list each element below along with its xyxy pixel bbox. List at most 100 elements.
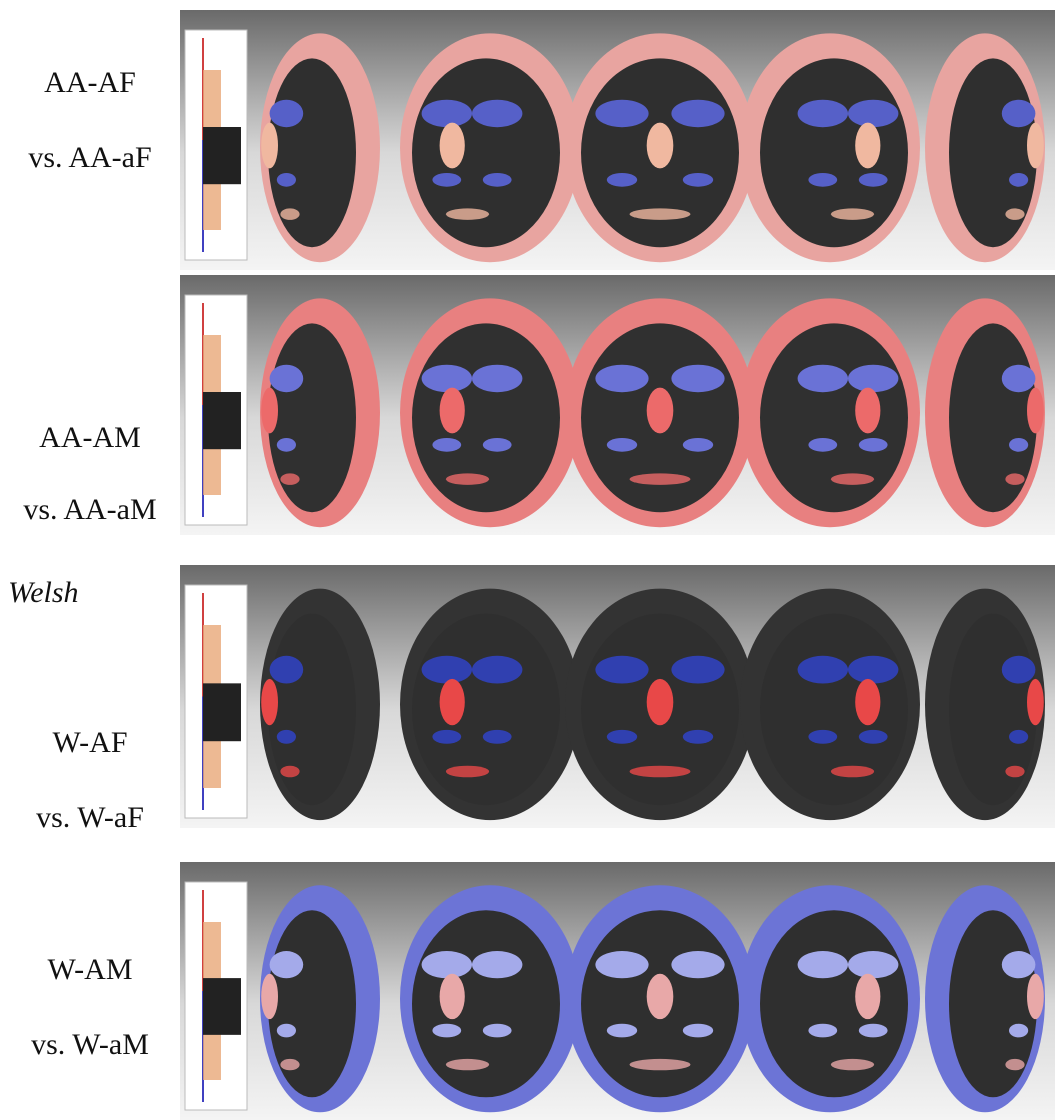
- face-core: [268, 614, 356, 805]
- face-core: [412, 614, 560, 805]
- eye-region: [1002, 656, 1036, 684]
- face-core: [760, 323, 908, 512]
- face-core: [412, 910, 560, 1097]
- comparison-label: vs. AA-aM: [23, 493, 156, 526]
- nose-region: [261, 679, 278, 725]
- mouth-region: [1005, 208, 1024, 219]
- mouth-region: [446, 473, 489, 484]
- eye-region: [595, 365, 648, 392]
- cheek-region: [808, 438, 837, 452]
- face-core: [412, 58, 560, 247]
- mouth-region: [630, 473, 691, 484]
- cheek-region: [277, 730, 296, 744]
- eye-region: [798, 951, 848, 978]
- cheek-region: [483, 173, 512, 187]
- comparison-label: vs. AA-aF: [28, 141, 151, 174]
- face-core: [760, 614, 908, 805]
- eye-region: [848, 100, 898, 127]
- nose-region: [647, 123, 674, 169]
- face-core: [949, 614, 1037, 805]
- eye-region: [422, 656, 472, 684]
- cheek-region: [1009, 438, 1028, 452]
- cheek-region: [432, 730, 461, 744]
- legend-histogram-core: [203, 683, 241, 741]
- cheek-region: [607, 438, 637, 452]
- group-label: Welsh: [8, 576, 79, 609]
- eye-region: [798, 365, 848, 392]
- eye-region: [270, 656, 304, 684]
- cheek-region: [432, 1024, 461, 1038]
- cheek-region: [859, 173, 888, 187]
- face-core: [949, 910, 1037, 1097]
- mouth-region: [280, 766, 299, 778]
- figure: AA-AF vs. AA-aF AA-AM vs. AA-aM Welsh W-…: [0, 0, 1055, 1120]
- panel-label: AA-AM: [39, 421, 141, 454]
- cheek-region: [1009, 1024, 1028, 1038]
- cheek-region: [859, 1024, 888, 1038]
- eye-region: [798, 656, 848, 684]
- mouth-region: [630, 1059, 691, 1070]
- panel-label: W-AM: [48, 953, 133, 986]
- face-core: [760, 58, 908, 247]
- cheek-region: [432, 438, 461, 452]
- nose-region: [647, 388, 674, 434]
- eye-region: [422, 365, 472, 392]
- eye-region: [798, 100, 848, 127]
- mouth-region: [831, 1059, 874, 1070]
- cheek-region: [432, 173, 461, 187]
- mouth-region: [446, 766, 489, 778]
- mouth-region: [831, 766, 874, 778]
- face-core: [949, 323, 1037, 512]
- eye-region: [595, 100, 648, 127]
- cheek-region: [683, 173, 713, 187]
- panel-label: AA-AF: [44, 66, 136, 99]
- eye-region: [1002, 951, 1036, 978]
- cheek-region: [1009, 730, 1028, 744]
- nose-region: [647, 974, 674, 1019]
- nose-region: [855, 123, 880, 169]
- eye-region: [848, 365, 898, 392]
- eye-region: [671, 951, 724, 978]
- eye-region: [472, 365, 522, 392]
- eye-region: [270, 951, 304, 978]
- comparison-label: vs. W-aM: [31, 1028, 149, 1061]
- mouth-region: [1005, 473, 1024, 484]
- cheek-region: [483, 438, 512, 452]
- cheek-region: [483, 1024, 512, 1038]
- cheek-region: [607, 730, 637, 744]
- face-core: [268, 323, 356, 512]
- eye-region: [848, 951, 898, 978]
- comparison-label: vs. W-aF: [36, 801, 144, 834]
- nose-region: [440, 679, 465, 725]
- cheek-region: [859, 730, 888, 744]
- mouth-region: [630, 766, 691, 778]
- legend-histogram-core: [203, 392, 241, 449]
- mouth-region: [280, 473, 299, 484]
- cheek-region: [808, 1024, 837, 1038]
- eye-region: [270, 365, 304, 392]
- nose-region: [1027, 974, 1044, 1019]
- nose-region: [855, 679, 880, 725]
- mouth-region: [1005, 766, 1024, 778]
- cheek-region: [277, 173, 296, 187]
- eye-region: [472, 951, 522, 978]
- legend-histogram-core: [203, 127, 241, 184]
- nose-region: [261, 974, 278, 1019]
- eye-region: [422, 951, 472, 978]
- mouth-region: [630, 208, 691, 219]
- cheek-region: [683, 1024, 713, 1038]
- nose-region: [647, 679, 674, 725]
- cheek-region: [607, 1024, 637, 1038]
- nose-region: [1027, 388, 1044, 434]
- eye-region: [1002, 100, 1036, 127]
- cheek-region: [607, 173, 637, 187]
- face-core: [760, 910, 908, 1097]
- eye-region: [595, 951, 648, 978]
- eye-region: [671, 100, 724, 127]
- mouth-region: [280, 1059, 299, 1070]
- panel-label: W-AF: [53, 726, 128, 759]
- eye-region: [595, 656, 648, 684]
- cheek-region: [859, 438, 888, 452]
- face-core: [949, 58, 1037, 247]
- nose-region: [261, 123, 278, 169]
